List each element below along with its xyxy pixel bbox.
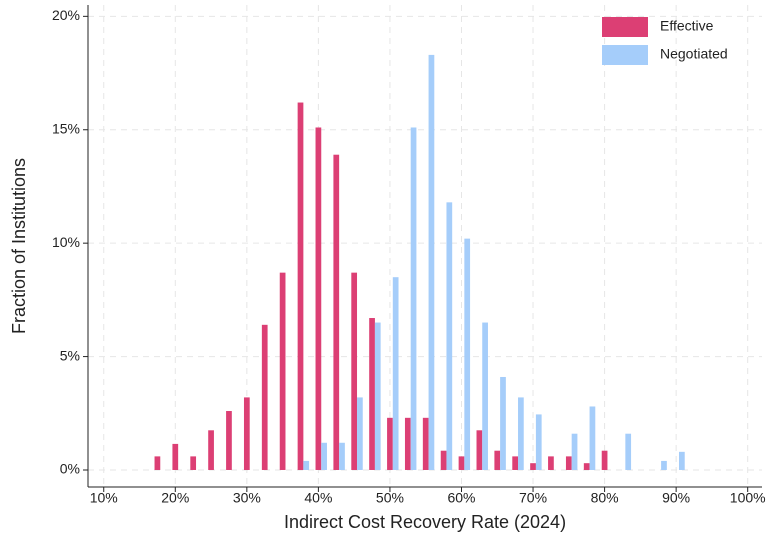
x-tick-label: 40% (304, 490, 332, 506)
bar (518, 397, 524, 470)
bar (190, 456, 197, 470)
bar (530, 463, 536, 470)
x-tick-label: 80% (591, 490, 619, 506)
x-tick-label: 50% (376, 490, 404, 506)
bar (404, 417, 411, 470)
y-tick-label: 0% (60, 461, 80, 477)
bar (446, 202, 453, 470)
bar (261, 324, 268, 470)
bar (154, 456, 161, 470)
bar (625, 433, 632, 470)
bar (482, 322, 488, 470)
bar (589, 406, 596, 470)
bar (339, 442, 345, 470)
x-tick-label: 30% (233, 490, 261, 506)
bar (374, 322, 381, 470)
y-tick-label: 20% (52, 7, 80, 23)
bar (303, 460, 310, 470)
bar (226, 411, 232, 470)
x-tick-label: 70% (519, 490, 547, 506)
bar (500, 376, 506, 470)
y-tick-label: 5% (60, 347, 80, 363)
bar (357, 397, 363, 470)
bar (535, 414, 542, 470)
bar (297, 102, 304, 470)
bar (583, 463, 590, 470)
bar (392, 277, 399, 470)
bar (601, 450, 608, 470)
bar (410, 127, 417, 470)
bar (315, 127, 322, 470)
x-tick-label: 90% (662, 490, 690, 506)
bar (571, 433, 578, 470)
bar (661, 460, 667, 470)
y-axis-title: Fraction of Institutions (9, 158, 29, 334)
x-tick-label: 60% (447, 490, 475, 506)
bar (476, 430, 483, 470)
y-tick-label: 10% (52, 234, 80, 250)
x-axis-title: Indirect Cost Recovery Rate (2024) (284, 512, 566, 532)
x-tick-label: 100% (730, 490, 766, 506)
bar (494, 450, 501, 470)
bar (208, 430, 214, 470)
bar (440, 450, 447, 470)
bar (458, 456, 465, 470)
x-tick-label: 20% (161, 490, 189, 506)
x-tick-label: 10% (90, 490, 118, 506)
bar (464, 238, 471, 470)
bar (512, 456, 519, 470)
legend-swatch (602, 45, 648, 65)
bar (422, 417, 429, 470)
bar (548, 456, 554, 470)
bar (369, 318, 375, 470)
y-tick-label: 15% (52, 120, 80, 136)
bar (351, 272, 358, 470)
bar (428, 54, 435, 470)
bar (387, 417, 393, 470)
legend-swatch (602, 17, 648, 37)
bar (565, 456, 572, 470)
bar (279, 272, 286, 470)
legend-label: Effective (660, 18, 714, 34)
legend-label: Negotiated (660, 46, 728, 62)
bar (172, 443, 179, 470)
bar (333, 154, 340, 470)
bar (321, 442, 327, 470)
bar (679, 451, 685, 470)
bar (243, 397, 250, 470)
